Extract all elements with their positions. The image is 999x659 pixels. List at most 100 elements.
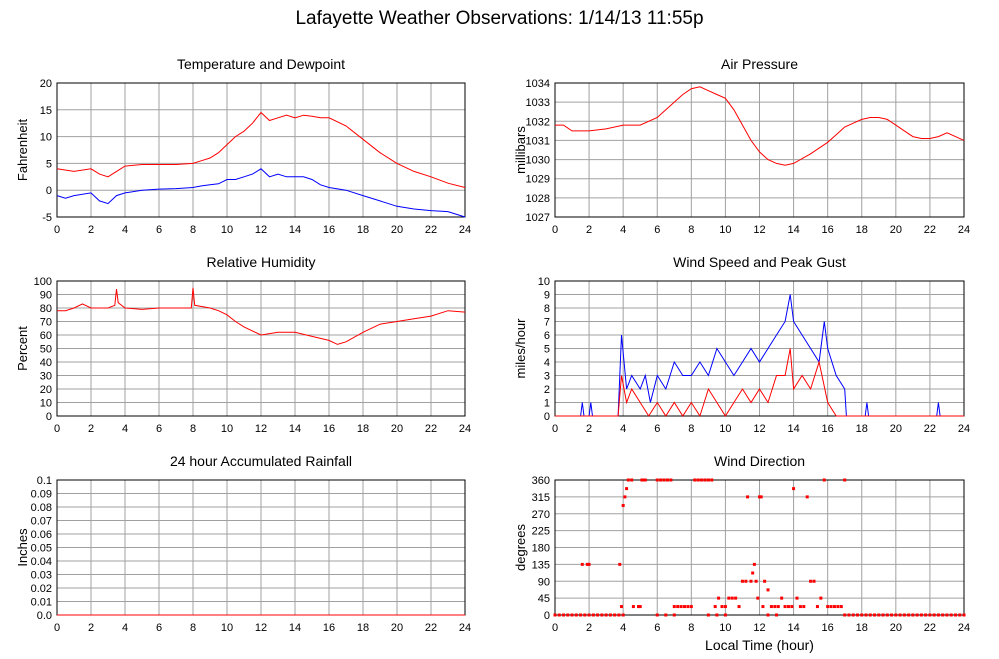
direction-point bbox=[587, 613, 591, 617]
direction-point bbox=[790, 605, 794, 609]
direction-point bbox=[630, 478, 634, 482]
direction-point bbox=[847, 613, 851, 617]
direction-point bbox=[832, 605, 836, 609]
x-tick-label: 12 bbox=[255, 423, 267, 435]
direction-point bbox=[566, 613, 570, 617]
x-tick-label: 2 bbox=[586, 622, 592, 634]
direction-point bbox=[591, 613, 595, 617]
direction-point bbox=[953, 613, 957, 617]
x-tick-label: 14 bbox=[289, 224, 301, 236]
x-tick-label: 12 bbox=[753, 224, 765, 236]
x-tick-label: 8 bbox=[190, 622, 196, 634]
y-tick-label: 1034 bbox=[526, 78, 550, 90]
direction-point bbox=[618, 562, 622, 566]
direction-point bbox=[805, 495, 809, 499]
direction-point bbox=[902, 613, 906, 617]
direction-point bbox=[643, 478, 647, 482]
x-tick-label: 0 bbox=[552, 622, 558, 634]
direction-point bbox=[655, 478, 659, 482]
x-tick-label: 10 bbox=[221, 224, 233, 236]
x-tick-label: 22 bbox=[425, 622, 437, 634]
y-tick-label: 0.05 bbox=[31, 543, 52, 555]
direction-point bbox=[809, 579, 813, 583]
direction-point bbox=[713, 605, 717, 609]
direction-point bbox=[562, 613, 566, 617]
direction-point bbox=[579, 613, 583, 617]
x-tick-label: 8 bbox=[190, 423, 196, 435]
direction-point bbox=[928, 613, 932, 617]
humidity-chart: 0 2 4 6 8 10 12 14 16 18 20 22 240102030405060708090… bbox=[15, 254, 471, 435]
direction-point bbox=[596, 613, 600, 617]
x-tick-label: 2 bbox=[586, 423, 592, 435]
direction-point bbox=[941, 613, 945, 617]
y-tick-label: 45 bbox=[538, 593, 550, 605]
chart-title: Wind Speed and Peak Gust bbox=[673, 254, 846, 270]
x-tick-label: 6 bbox=[654, 622, 660, 634]
direction-point bbox=[689, 605, 693, 609]
y-tick-label: 0.01 bbox=[31, 597, 52, 609]
direction-point bbox=[637, 605, 641, 609]
direction-point bbox=[839, 605, 843, 609]
x-tick-label: 10 bbox=[221, 423, 233, 435]
y-tick-label: 6 bbox=[544, 330, 550, 342]
direction-point bbox=[734, 596, 738, 600]
direction-point bbox=[881, 613, 885, 617]
x-tick-label: 10 bbox=[719, 423, 731, 435]
x-tick-label: 18 bbox=[856, 224, 868, 236]
x-tick-label: 22 bbox=[425, 224, 437, 236]
direction-point bbox=[894, 613, 898, 617]
direction-point bbox=[756, 596, 760, 600]
x-tick-label: 12 bbox=[255, 622, 267, 634]
direction-point bbox=[749, 579, 753, 583]
wind-series-line bbox=[555, 348, 964, 418]
direction-point bbox=[553, 613, 557, 617]
x-tick-label: 24 bbox=[958, 622, 970, 634]
x-tick-label: 14 bbox=[787, 622, 799, 634]
y-tick-label: 80 bbox=[40, 303, 52, 315]
x-tick-label: 2 bbox=[88, 622, 94, 634]
y-tick-label: 270 bbox=[532, 509, 550, 521]
direction-point bbox=[786, 605, 790, 609]
direction-point bbox=[608, 613, 612, 617]
direction-point bbox=[873, 613, 877, 617]
direction-point bbox=[924, 613, 928, 617]
y-tick-label: 1033 bbox=[526, 97, 550, 109]
x-tick-label: 4 bbox=[620, 622, 626, 634]
direction-point bbox=[945, 613, 949, 617]
direction-point bbox=[864, 613, 868, 617]
chart-title: 24 hour Accumulated Rainfall bbox=[170, 453, 352, 469]
y-tick-label: 4 bbox=[544, 357, 550, 369]
direction-point bbox=[676, 605, 680, 609]
y-tick-label: 0.06 bbox=[31, 529, 52, 541]
y-tick-label: -5 bbox=[42, 212, 52, 224]
y-tick-label: 0 bbox=[544, 610, 550, 622]
x-tick-label: 16 bbox=[822, 423, 834, 435]
direction-point bbox=[672, 613, 676, 617]
y-tick-label: 1032 bbox=[526, 116, 550, 128]
direction-point bbox=[962, 613, 966, 617]
direction-point bbox=[617, 613, 621, 617]
x-tick-label: 6 bbox=[654, 423, 660, 435]
x-tick-label: 4 bbox=[122, 622, 128, 634]
direction-point bbox=[915, 613, 919, 617]
y-tick-label: 135 bbox=[532, 559, 550, 571]
direction-point bbox=[761, 605, 765, 609]
direction-point bbox=[679, 605, 683, 609]
y-tick-label: 0.1 bbox=[37, 475, 52, 487]
direction-point bbox=[792, 487, 796, 491]
y-tick-label: 5 bbox=[46, 158, 52, 170]
x-tick-label: 6 bbox=[156, 423, 162, 435]
pressure-series-line bbox=[555, 86, 965, 166]
x-tick-label: 24 bbox=[459, 622, 471, 634]
y-axis-label: Fahrenheit bbox=[15, 119, 30, 182]
y-tick-label: 30 bbox=[40, 371, 52, 383]
direction-point bbox=[686, 605, 690, 609]
x-tick-label: 14 bbox=[289, 622, 301, 634]
x-tick-label: 18 bbox=[357, 423, 369, 435]
direction-point bbox=[700, 478, 704, 482]
x-tick-label: 4 bbox=[122, 423, 128, 435]
direction-point bbox=[715, 613, 719, 617]
y-axis-label: degrees bbox=[513, 524, 528, 571]
direction-point bbox=[723, 605, 727, 609]
